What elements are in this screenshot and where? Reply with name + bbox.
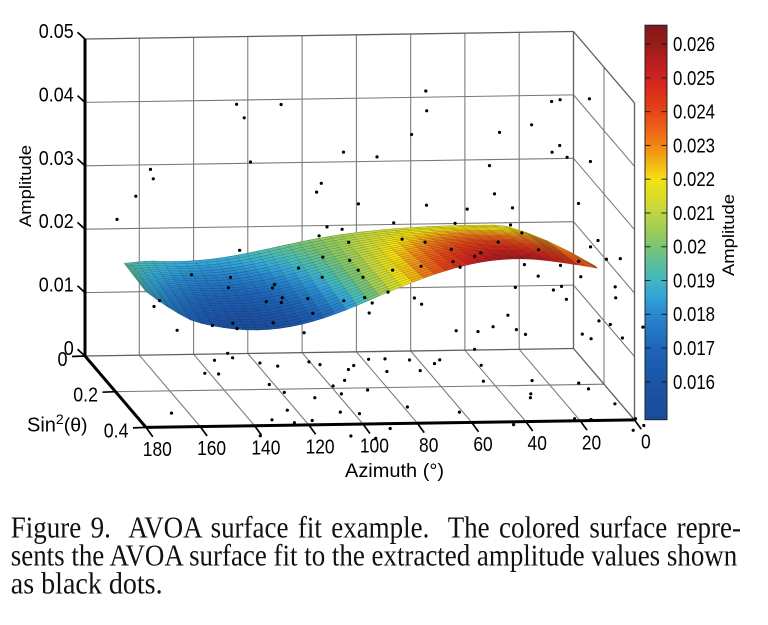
svg-text:Amplitude: Amplitude xyxy=(17,145,35,227)
svg-text:120: 120 xyxy=(306,437,335,459)
svg-text:40: 40 xyxy=(528,433,547,455)
svg-text:160: 160 xyxy=(197,438,226,460)
svg-text:0.02: 0.02 xyxy=(673,237,707,259)
svg-text:Amplitude: Amplitude xyxy=(720,194,738,276)
svg-text:0.018: 0.018 xyxy=(673,304,715,326)
svg-text:0.4: 0.4 xyxy=(104,420,129,442)
svg-text:0.01: 0.01 xyxy=(39,275,74,297)
svg-text:0.03: 0.03 xyxy=(39,148,74,170)
svg-text:0: 0 xyxy=(64,338,74,360)
svg-text:sents the AVOA surface fit to: sents the AVOA surface fit to the extrac… xyxy=(11,539,738,573)
svg-text:Sin2(θ): Sin2(θ) xyxy=(27,411,88,437)
svg-text:Azimuth (°): Azimuth (°) xyxy=(345,461,444,482)
svg-text:0.017: 0.017 xyxy=(673,338,715,360)
svg-text:0.019: 0.019 xyxy=(673,270,715,292)
svg-text:0.022: 0.022 xyxy=(673,169,715,191)
svg-text:0.021: 0.021 xyxy=(673,203,715,225)
svg-text:0.023: 0.023 xyxy=(673,135,715,157)
svg-text:0.025: 0.025 xyxy=(673,68,715,90)
svg-text:60: 60 xyxy=(473,434,492,456)
svg-text:100: 100 xyxy=(360,436,389,458)
svg-text:0.024: 0.024 xyxy=(673,102,715,124)
svg-text:0.016: 0.016 xyxy=(673,372,715,394)
svg-text:20: 20 xyxy=(582,432,601,454)
svg-text:180: 180 xyxy=(143,439,172,461)
svg-text:0: 0 xyxy=(641,432,651,454)
svg-text:Figure 9. AVOA surface fit ex: Figure 9. AVOA surface fit example. The … xyxy=(11,511,741,545)
svg-text:0.05: 0.05 xyxy=(39,21,74,43)
svg-text:80: 80 xyxy=(419,435,438,457)
svg-text:0: 0 xyxy=(58,349,68,371)
svg-text:0.04: 0.04 xyxy=(39,84,74,106)
svg-text:as black dots.: as black dots. xyxy=(11,567,163,601)
svg-text:0.02: 0.02 xyxy=(39,211,74,233)
svg-text:140: 140 xyxy=(251,437,280,459)
svg-text:0.026: 0.026 xyxy=(673,34,715,56)
svg-text:0.2: 0.2 xyxy=(73,385,98,407)
